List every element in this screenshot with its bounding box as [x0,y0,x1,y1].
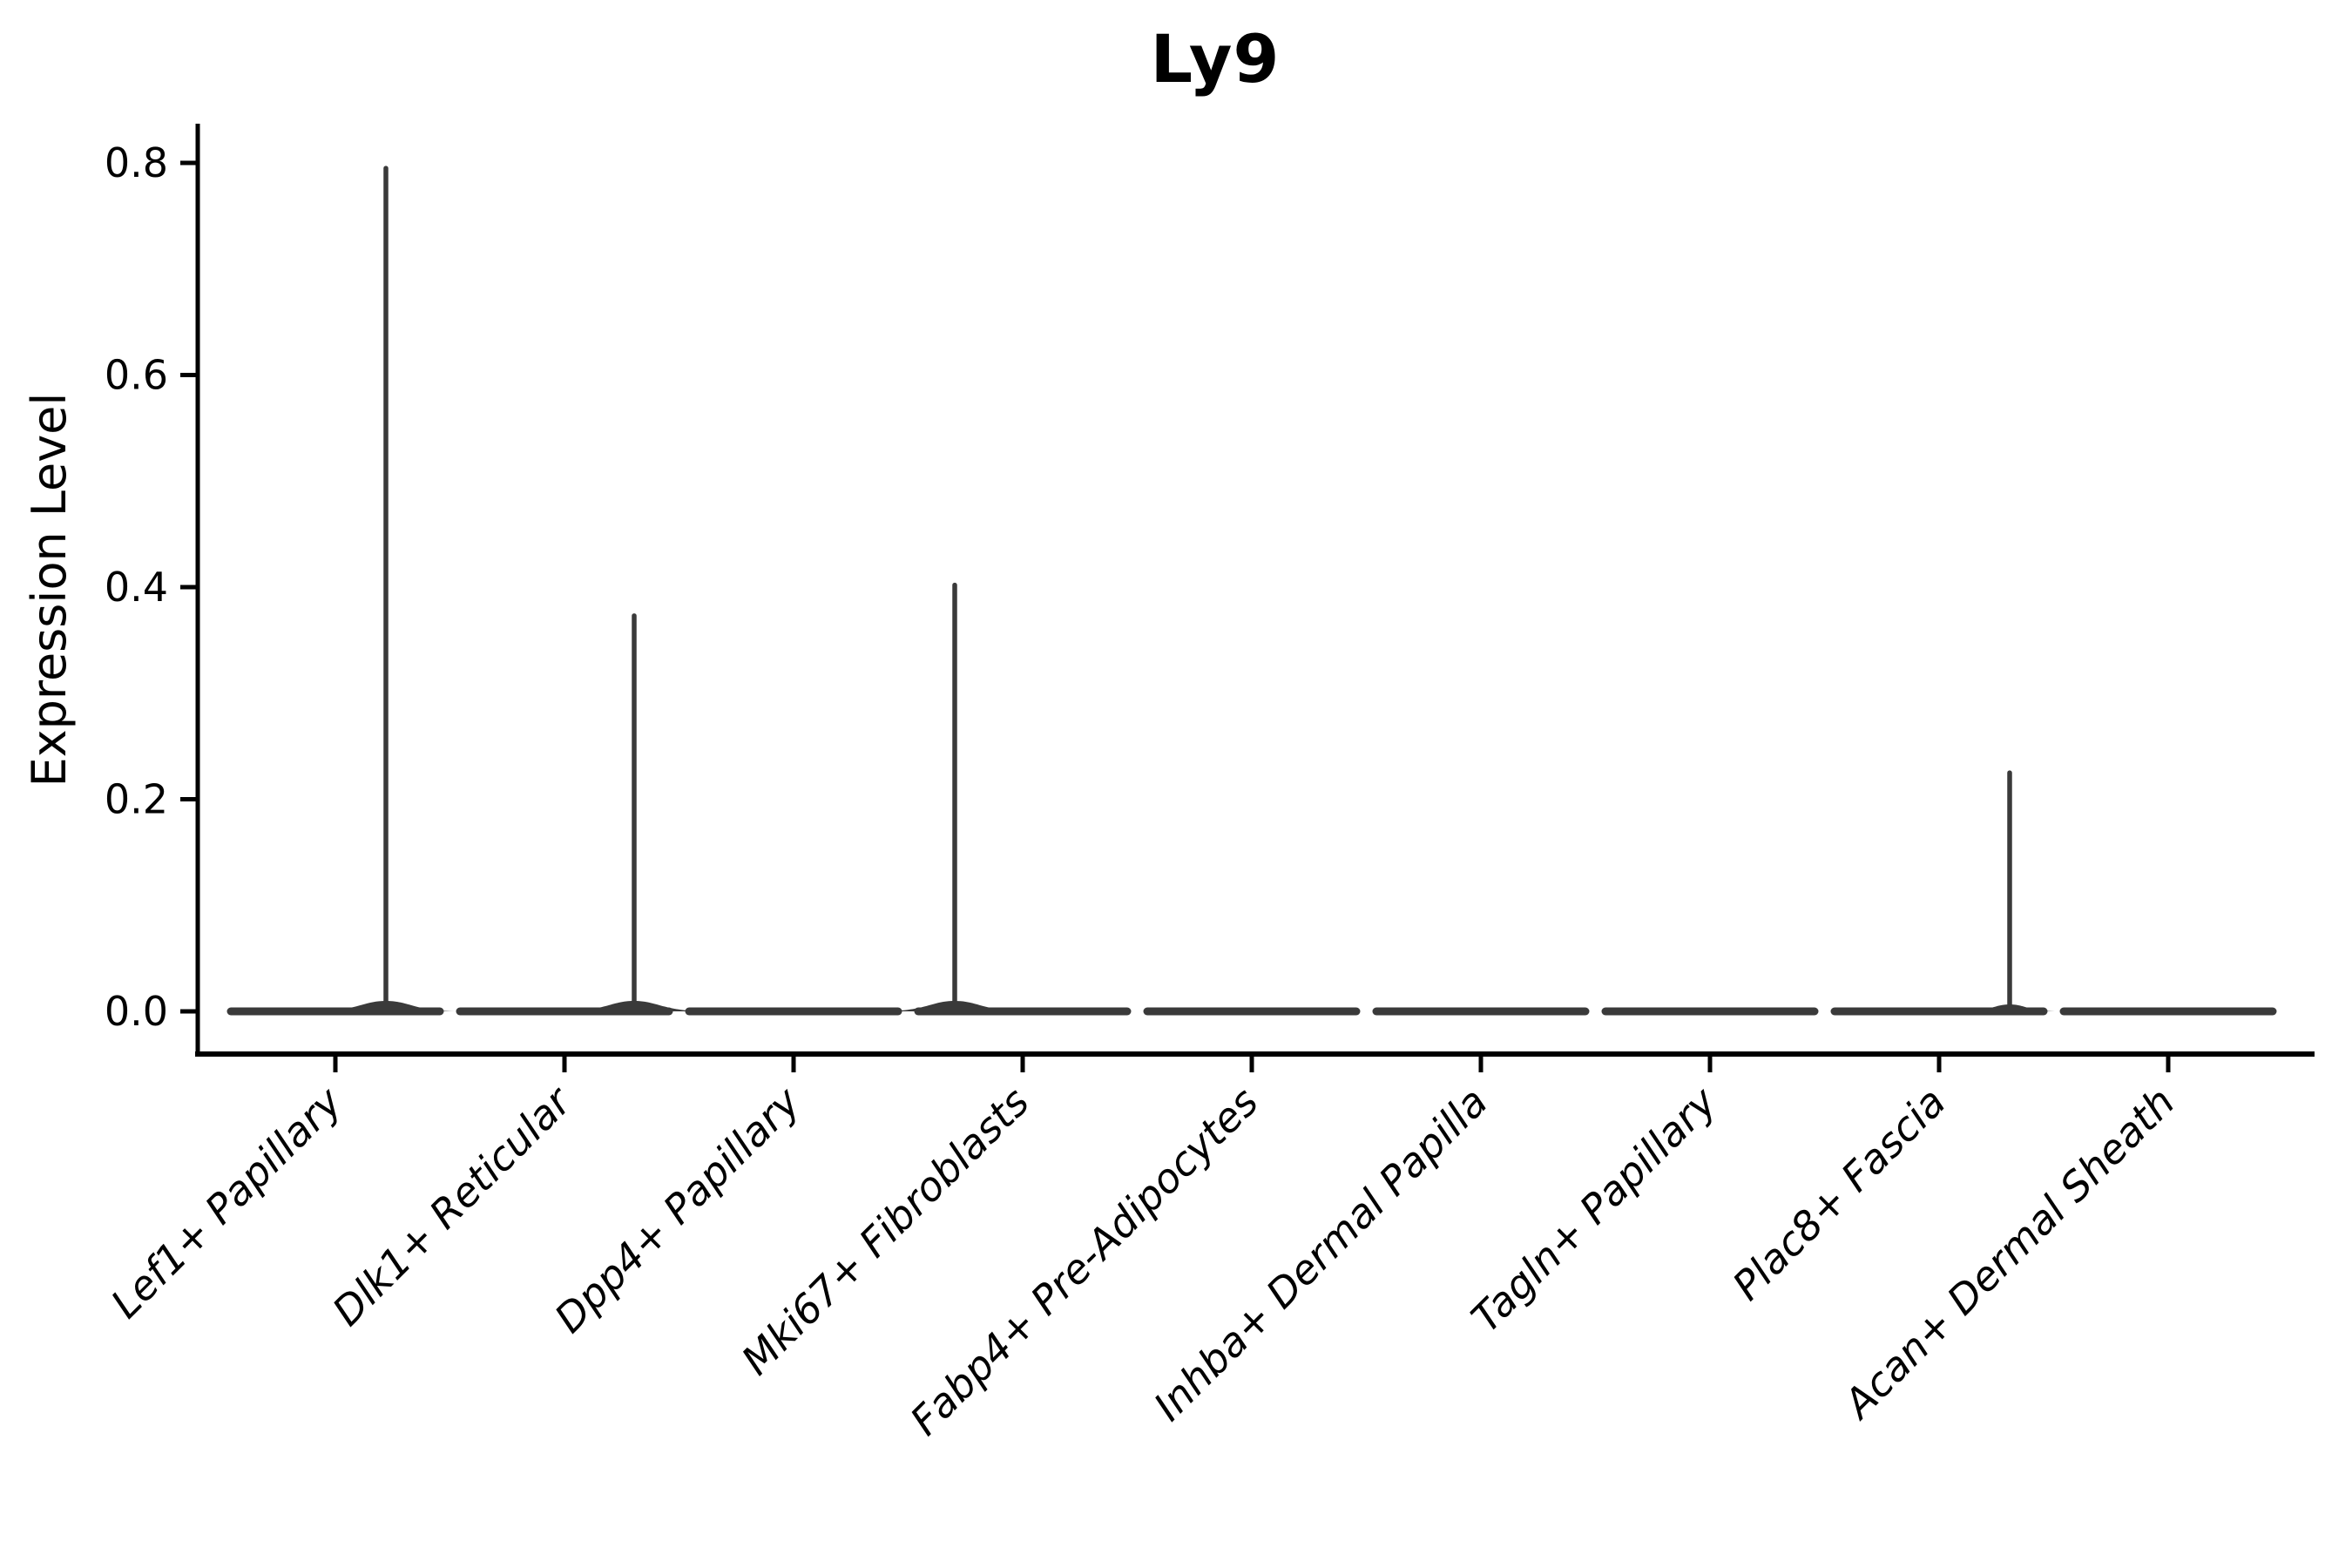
x-tick-label: Tagln+ Papillary [1462,1078,1726,1342]
y-tick-label: 0.8 [105,139,168,186]
x-tick-label: Plac8+ Fascia [1723,1078,1954,1309]
x-tick-label: Lef1+ Papillary [102,1078,351,1327]
y-tick-label: 0.2 [105,776,168,823]
y-tick-label: 0.6 [105,352,168,399]
y-tick-label: 0.0 [105,988,168,1035]
plot-title: Ly9 [1150,20,1281,98]
x-tick-label: Dlk1+ Reticular [323,1076,582,1335]
x-tick-label: Dpp4+ Papillary [545,1078,809,1342]
axes-layer [180,124,2315,1072]
violins-layer [226,166,2277,1016]
y-tick-label: 0.4 [105,564,168,611]
